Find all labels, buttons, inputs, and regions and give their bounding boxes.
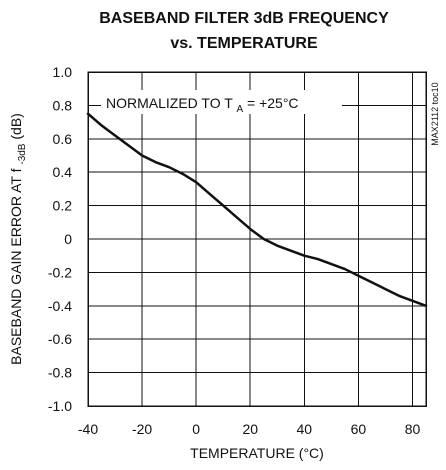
annotation-suffix: = +25°C: [247, 95, 299, 111]
chart-title-line-2: vs. TEMPERATURE: [170, 35, 318, 52]
y-tick-label: 0.8: [53, 97, 73, 113]
x-tick-label: 40: [297, 421, 313, 437]
y-tick-label: -0.8: [48, 365, 72, 381]
y-tick-label: 0: [64, 231, 72, 247]
annotation-prefix: NORMALIZED TO T: [106, 95, 233, 111]
x-tick-labels: -40 -20 0 20 40 60 80: [78, 421, 421, 437]
y-axis-label-suffix: (dB): [8, 113, 24, 139]
chart-title-line-1: BASEBAND FILTER 3dB FREQUENCY: [99, 10, 389, 27]
x-tick-label: 60: [351, 421, 367, 437]
y-axis-label-prefix: BASEBAND GAIN ERROR AT f: [8, 168, 24, 364]
x-tick-label: 80: [405, 421, 421, 437]
y-tick-label: 1.0: [53, 64, 73, 80]
side-code-label: MAX2112 toc10: [430, 82, 440, 145]
y-tick-label: -0.4: [48, 298, 72, 314]
x-tick-label: 20: [242, 421, 258, 437]
y-tick-labels: 1.0 0.8 0.6 0.4 0.2 0 -0.2 -0.4 -0.6 -0.8 -1.0: [48, 64, 72, 414]
y-axis-label: BASEBAND GAIN ERROR AT f -3dB (dB): [8, 113, 28, 365]
x-tick-label: -40: [78, 421, 98, 437]
y-tick-label: -0.2: [48, 264, 72, 280]
x-tick-label: 0: [192, 421, 200, 437]
annotation-background: [101, 90, 342, 114]
y-tick-label: 0.2: [53, 198, 73, 214]
series-layer: [86, 112, 428, 308]
y-tick-label: -1.0: [48, 398, 72, 414]
annotation-subscript: A: [236, 104, 243, 115]
normalization-annotation: NORMALIZED TO T A = +25°C: [106, 95, 299, 115]
series-line-1: [86, 112, 428, 308]
y-axis-label-subscript: -3dB: [17, 143, 28, 164]
x-axis-label: TEMPERATURE (°C): [190, 445, 324, 461]
x-tick-label: -20: [132, 421, 152, 437]
grid-layer: [88, 72, 426, 406]
y-tick-label: 0.6: [53, 131, 73, 147]
y-tick-label: 0.4: [53, 164, 73, 180]
plot-frame: [87, 71, 427, 407]
y-tick-label: -0.6: [48, 331, 72, 347]
